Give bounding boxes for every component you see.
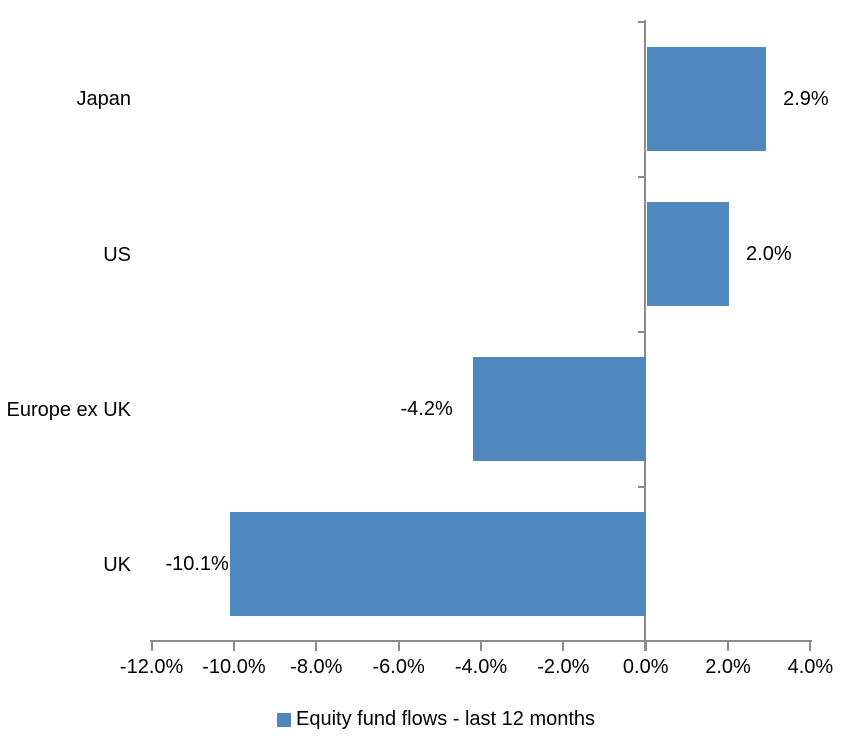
x-axis-tick <box>809 642 812 651</box>
value-axis-zero-line <box>644 20 646 651</box>
category-label-japan: Japan <box>76 88 132 110</box>
y-axis-tick <box>637 485 646 488</box>
x-axis-tick-label: -6.0% <box>372 656 425 678</box>
bar-uk <box>229 512 646 617</box>
data-label-uk: -10.1% <box>165 553 229 576</box>
x-axis-tick-label: 0.0% <box>622 656 669 678</box>
x-axis-tick-label: -2.0% <box>537 656 590 678</box>
x-axis-tick <box>150 642 153 651</box>
x-axis-tick <box>727 642 730 651</box>
x-axis-tick <box>562 642 565 651</box>
x-axis-line <box>150 640 812 642</box>
x-axis-tick <box>315 642 318 651</box>
legend-label: Equity fund flows - last 12 months <box>296 708 596 730</box>
x-axis-tick <box>480 642 482 651</box>
bar-us <box>646 202 730 307</box>
y-axis-tick <box>637 330 646 333</box>
x-axis-tick-label: 2.0% <box>705 656 751 678</box>
x-axis-tick-label: 4.0% <box>787 656 834 678</box>
bar-europe-ex-uk <box>472 357 646 462</box>
bar-japan <box>646 47 767 152</box>
category-label-europe-ex-uk: Europe ex UK <box>6 399 131 421</box>
x-axis-tick-label: -8.0% <box>290 656 343 678</box>
x-axis-tick-label: -12.0% <box>119 656 184 678</box>
data-label-japan: 2.9% <box>783 88 829 111</box>
x-axis-tick <box>644 642 647 651</box>
x-axis-tick <box>397 642 400 651</box>
x-axis-tick-label: -10.0% <box>202 656 266 678</box>
category-label-uk: UK <box>103 554 131 576</box>
legend-marker-icon <box>277 713 291 727</box>
data-label-europe-ex-uk: -4.2% <box>400 398 453 421</box>
y-axis-tick <box>637 21 646 23</box>
data-label-us: 2.0% <box>746 243 792 266</box>
x-axis-tick <box>232 642 235 651</box>
y-axis-tick <box>637 175 646 178</box>
x-axis-tick-label: -4.0% <box>454 656 508 678</box>
category-label-us: US <box>103 244 131 266</box>
